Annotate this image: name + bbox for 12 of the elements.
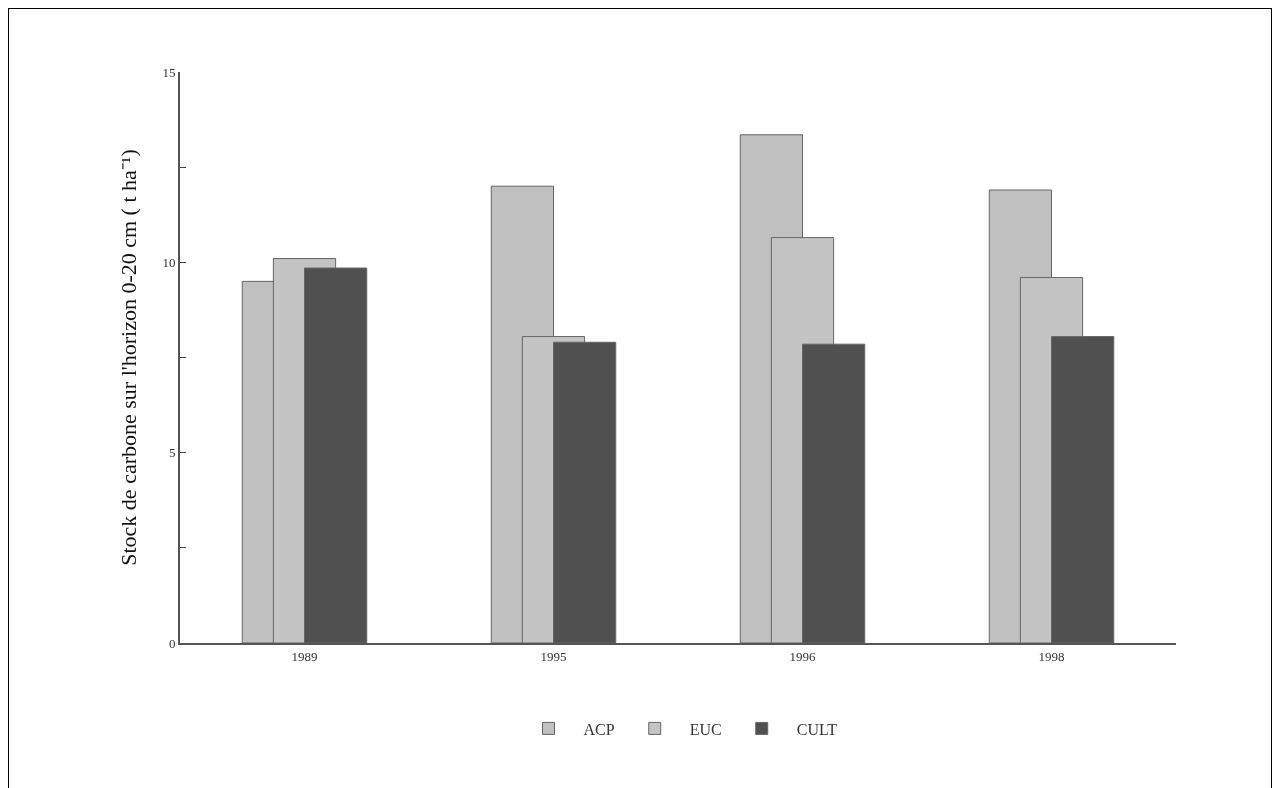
x-tick-label: 1996	[789, 648, 816, 664]
y-tick-label: 0	[168, 635, 176, 651]
legend-label: EUC	[689, 720, 722, 738]
y-axis-title: Stock de carbone sur l'horizon 0-20 cm ( t ha⁻¹)	[115, 149, 141, 566]
y-tick-label: 15	[162, 64, 176, 80]
x-tick-label: 1989	[291, 648, 318, 664]
x-tick-label: 1995	[540, 648, 567, 664]
legend-label: ACP	[583, 720, 615, 738]
y-tick-label: 10	[162, 254, 176, 270]
y-tick-label: 5	[168, 445, 176, 461]
legend-label: CULT	[796, 720, 838, 738]
x-tick-label: 1998	[1038, 648, 1065, 664]
